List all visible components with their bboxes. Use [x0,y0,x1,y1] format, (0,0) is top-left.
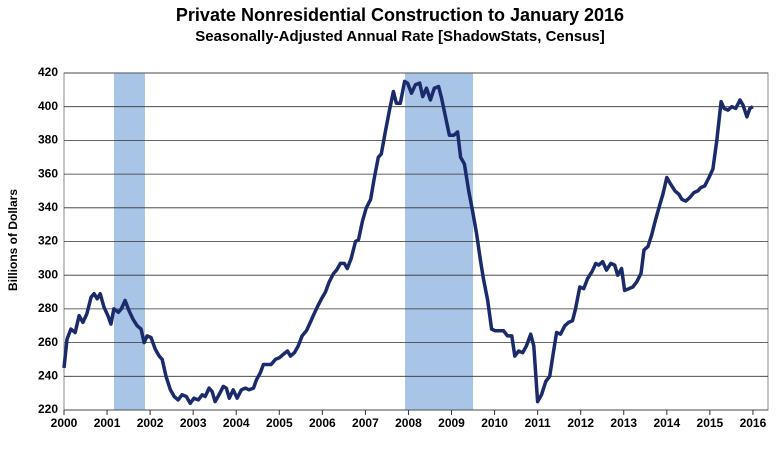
y-tick-label: 360 [38,166,58,180]
y-tick-label: 240 [38,368,58,382]
x-tick-label: 2002 [137,416,164,430]
y-tick-label: 280 [38,301,58,315]
x-tick-label: 2008 [395,416,422,430]
y-tick-label: 260 [38,335,58,349]
x-tick-label: 2005 [266,416,293,430]
y-tick-label: 300 [38,267,58,281]
chart-subtitle: Seasonally-Adjusted Annual Rate [ShadowS… [195,28,605,45]
x-tick-label: 2003 [180,416,207,430]
x-tick-label: 2011 [525,416,551,430]
y-tick-label: 220 [38,402,58,416]
x-tick-label: 2012 [567,416,594,430]
y-tick-label: 380 [38,133,58,147]
x-tick-label: 2006 [309,416,336,430]
chart-title: Private Nonresidential Construction to J… [176,5,624,25]
x-tick-label: 2014 [653,416,680,430]
x-tick-label: 2004 [223,416,250,430]
y-tick-label: 400 [38,99,58,113]
x-tick-label: 2015 [697,416,724,430]
x-tick-label: 2016 [740,416,767,430]
x-tick-label: 2001 [94,416,121,430]
x-tick-label: 2013 [610,416,637,430]
data-line [62,79,754,406]
y-tick-label: 340 [38,200,58,214]
y-tick-label: 420 [38,65,58,79]
x-tick-label: 2010 [481,416,508,430]
x-tick-label: 2009 [438,416,465,430]
y-tick-label: 320 [38,234,58,248]
y-axis-label: Billions of Dollars [6,189,20,291]
x-tick-label: 2007 [352,416,379,430]
x-tick-label: 2000 [51,416,78,430]
